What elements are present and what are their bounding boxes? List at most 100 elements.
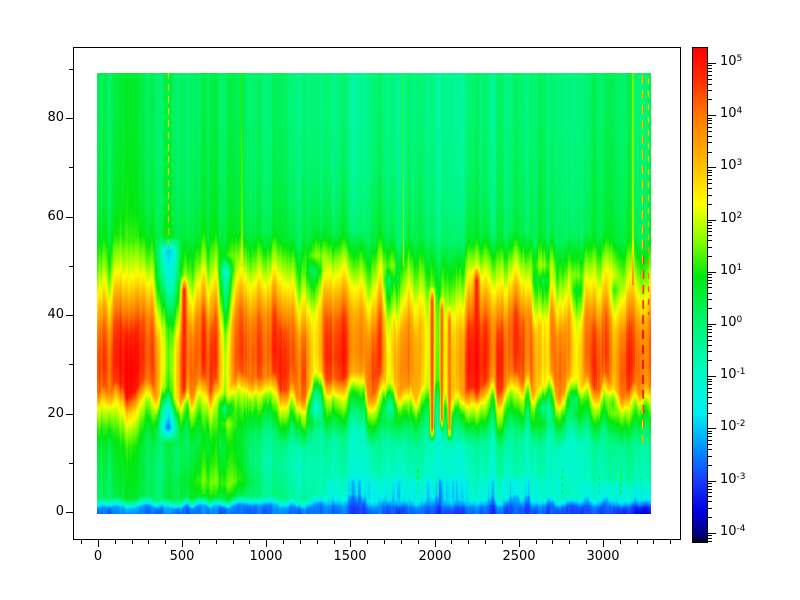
colorbar-label-base: 10: [720, 106, 737, 121]
colorbar-label-exponent: 0: [736, 315, 743, 325]
colorbar-minor-tick: [708, 79, 712, 80]
x-minor-tick: [300, 540, 301, 544]
colorbar-minor-tick: [708, 71, 712, 72]
colorbar-minor-tick: [708, 118, 712, 119]
colorbar-label-exponent: 2: [736, 211, 743, 221]
x-minor-tick: [569, 540, 570, 544]
colorbar-tick-label: 10-3: [720, 472, 746, 487]
x-minor-tick: [451, 540, 452, 544]
colorbar-tick-label: 103: [720, 158, 742, 173]
x-minor-tick: [249, 540, 250, 544]
x-major-tick: [519, 540, 520, 547]
x-tick-label: 0: [93, 549, 103, 564]
colorbar-tick-label: 10-2: [720, 419, 746, 434]
colorbar-minor-tick: [708, 392, 712, 393]
colorbar-label-exponent: -3: [736, 472, 746, 482]
y-minor-tick: [69, 69, 73, 70]
x-tick-label: 3000: [586, 549, 620, 564]
colorbar-minor-tick: [708, 538, 712, 539]
colorbar-label-base: 10: [720, 263, 737, 278]
colorbar-minor-tick: [708, 99, 712, 100]
x-major-tick: [603, 540, 604, 547]
x-minor-tick: [485, 540, 486, 544]
y-minor-tick: [69, 266, 73, 267]
colorbar-tick-label: 100: [720, 315, 742, 330]
colorbar-minor-tick: [708, 351, 712, 352]
colorbar-label-exponent: 3: [736, 158, 743, 168]
colorbar-major-tick: [708, 167, 716, 168]
colorbar-minor-tick: [708, 379, 712, 380]
colorbar-label-base: 10: [720, 524, 737, 539]
colorbar-minor-tick: [708, 501, 712, 502]
colorbar-minor-tick: [708, 152, 712, 153]
colorbar-label-base: 10: [720, 158, 737, 173]
colorbar-minor-tick: [708, 332, 712, 333]
colorbar-minor-tick: [708, 489, 712, 490]
colorbar-minor-tick: [708, 277, 712, 278]
colorbar-label-base: 10: [720, 367, 737, 382]
colorbar-major-tick: [708, 115, 716, 116]
x-major-tick: [266, 540, 267, 547]
x-major-tick: [350, 540, 351, 547]
colorbar-minor-tick: [708, 388, 712, 389]
y-major-tick: [66, 118, 73, 119]
colorbar-minor-tick: [708, 541, 712, 542]
x-minor-tick: [502, 540, 503, 544]
colorbar-minor-tick: [708, 413, 712, 414]
x-minor-tick: [536, 540, 537, 544]
x-minor-tick: [552, 540, 553, 544]
colorbar-minor-tick: [708, 179, 712, 180]
colorbar-minor-tick: [708, 326, 712, 327]
colorbar-minor-tick: [708, 508, 712, 509]
colorbar-minor-tick: [708, 436, 712, 437]
colorbar-minor-tick: [708, 256, 712, 257]
colorbar-minor-tick: [708, 123, 712, 124]
x-tick-label: 1000: [249, 549, 283, 564]
y-major-tick: [66, 315, 73, 316]
colorbar-minor-tick: [708, 360, 712, 361]
colorbar-minor-tick: [708, 403, 712, 404]
colorbar-tick-label: 105: [720, 54, 742, 69]
colorbar-label-exponent: 4: [736, 106, 743, 116]
colorbar-minor-tick: [708, 381, 712, 382]
colorbar-minor-tick: [708, 172, 712, 173]
colorbar-minor-tick: [708, 127, 712, 128]
x-minor-tick: [199, 540, 200, 544]
colorbar-minor-tick: [708, 440, 712, 441]
colorbar-minor-tick: [708, 65, 712, 66]
colorbar-minor-tick: [708, 433, 712, 434]
colorbar-label-base: 10: [720, 211, 737, 226]
x-minor-tick: [653, 540, 654, 544]
colorbar-minor-tick: [708, 492, 712, 493]
y-tick-label: 80: [47, 110, 64, 125]
colorbar-label-base: 10: [720, 419, 737, 434]
x-minor-tick: [233, 540, 234, 544]
x-major-tick: [435, 540, 436, 547]
y-major-tick: [66, 217, 73, 218]
colorbar-minor-tick: [708, 535, 712, 536]
colorbar-tick-label: 101: [720, 263, 742, 278]
colorbar-minor-tick: [708, 231, 712, 232]
colorbar-minor-tick: [708, 444, 712, 445]
heatmap-image: [97, 73, 651, 514]
colorbar-minor-tick: [708, 340, 712, 341]
colorbar-minor-tick: [708, 195, 712, 196]
colorbar-major-tick: [708, 272, 716, 273]
colorbar-minor-tick: [708, 235, 712, 236]
y-tick-label: 20: [47, 406, 64, 421]
colorbar-minor-tick: [708, 384, 712, 385]
colorbar-minor-tick: [708, 247, 712, 248]
x-minor-tick: [165, 540, 166, 544]
colorbar-minor-tick: [708, 183, 712, 184]
colorbar-major-tick: [708, 428, 716, 429]
y-tick-label: 40: [47, 307, 64, 322]
y-tick-label: 0: [55, 504, 64, 519]
x-minor-tick: [115, 540, 116, 544]
colorbar-minor-tick: [708, 449, 712, 450]
colorbar-minor-tick: [708, 299, 712, 300]
colorbar-minor-tick: [708, 240, 712, 241]
x-minor-tick: [132, 540, 133, 544]
x-minor-tick: [81, 540, 82, 544]
x-major-tick: [98, 540, 99, 547]
colorbar-minor-tick: [708, 486, 712, 487]
